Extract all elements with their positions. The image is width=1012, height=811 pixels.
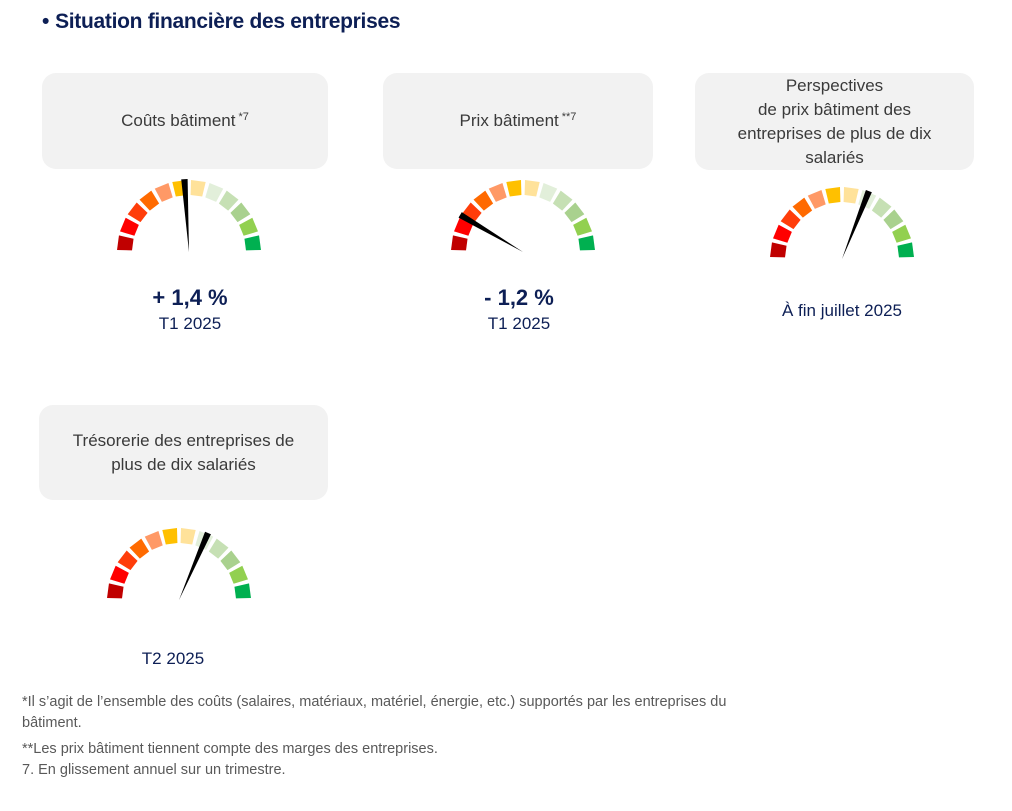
indicator-card-prix: Prix bâtiment **7: [383, 73, 653, 169]
gauge-segment: [792, 197, 813, 218]
gauge-segment: [244, 235, 261, 251]
gauge-needle: [179, 531, 211, 600]
indicator-value: - 1,2 %: [484, 285, 554, 310]
gauge-segment: [539, 183, 558, 202]
gauge-segment: [154, 183, 173, 202]
gauge-segment: [230, 202, 251, 223]
footnotes: *Il s’agit de l’ensemble des coûts (sala…: [22, 692, 726, 781]
indicator-period: T1 2025: [487, 314, 551, 333]
gauge-segment: [205, 183, 224, 202]
footnote-2: **Les prix bâtiment tiennent compte des …: [22, 741, 438, 757]
gauge-segment: [229, 565, 248, 584]
indicator-label: Coûts bâtiment: [121, 111, 236, 130]
gauge-segment: [218, 190, 239, 211]
gauge-segment: [780, 209, 801, 230]
gauge-segment: [144, 531, 163, 550]
gauge-needle: [842, 189, 872, 259]
gauge-segment: [473, 190, 494, 211]
gauge-segment: [897, 242, 914, 258]
indicator-label-line: Perspectives: [785, 75, 884, 95]
gauge-segment: [107, 583, 124, 599]
gauge-segment: [239, 217, 258, 236]
indicator-card-couts: Coûts bâtiment *7: [42, 73, 328, 169]
gauge-segment: [162, 528, 178, 545]
indicator-label-line: de prix bâtiment des: [757, 99, 912, 119]
section-title-text: Situation financière des entreprises: [55, 10, 401, 33]
indicator-label-line: salariés: [805, 147, 864, 167]
gauge-needle: [181, 178, 189, 252]
indicator-value: + 1,4 %: [152, 285, 228, 310]
gauge-segment: [117, 235, 134, 251]
gauge-segment: [843, 187, 859, 204]
gauge-segment: [770, 242, 787, 258]
indicator-label-line: plus de dix salariés: [111, 454, 256, 474]
gauge-segment: [117, 550, 138, 571]
gauge-couts: [117, 178, 261, 252]
footnote-ref: **7: [561, 111, 577, 123]
gauge-segment: [127, 202, 148, 223]
gauge-prix: [451, 180, 595, 252]
bullet-icon: •: [42, 10, 50, 33]
indicator-label-line: entreprises de plus de dix: [737, 123, 932, 143]
indicator-card-tresorerie: Trésorerie des entreprises de plus de di…: [39, 405, 328, 500]
section-title: • Situation financière des entreprises: [42, 10, 401, 34]
gauge-segment: [564, 202, 585, 223]
gauge-segment: [208, 538, 229, 559]
footnote-3: 7. En glissement annuel sur un trimestre…: [22, 762, 286, 778]
indicator-period: À fin juillet 2025: [781, 301, 903, 320]
gauge-segment: [883, 209, 904, 230]
gauge-segment: [773, 224, 792, 243]
gauge-segment: [129, 538, 150, 559]
footnote-1: *Il s’agit de l’ensemble des coûts (sala…: [22, 694, 727, 710]
gauge-segment: [524, 180, 540, 197]
indicator-card-perspectives: Perspectives de prix bâtiment des entrep…: [695, 73, 974, 170]
gauge-segment: [180, 528, 196, 545]
footnote-1-cont: bâtiment.: [22, 715, 82, 731]
indicator-label: Prix bâtiment: [459, 111, 559, 130]
gauge-segment: [552, 190, 573, 211]
gauge-segment: [454, 217, 473, 236]
gauge-segment: [234, 583, 251, 599]
gauge-needle: [458, 212, 523, 252]
indicator-label-line: Trésorerie des entreprises de: [72, 430, 295, 450]
gauge-segment: [506, 180, 522, 197]
gauge-segment: [578, 235, 595, 251]
gauge-tresorerie: [107, 528, 251, 600]
gauge-segment: [573, 217, 592, 236]
gauge-segment: [892, 224, 911, 243]
gauge-segment: [871, 197, 892, 218]
gauge-segment: [451, 235, 468, 251]
gauge-segment: [488, 183, 507, 202]
gauge-segment: [190, 180, 206, 197]
gauge-perspectives: [770, 187, 914, 259]
footnote-ref: *7: [238, 111, 249, 123]
gauge-segment: [120, 217, 139, 236]
gauge-segment: [825, 187, 841, 204]
indicator-period: T2 2025: [141, 649, 205, 668]
gauge-segment: [220, 550, 241, 571]
indicator-period: T1 2025: [158, 314, 222, 333]
gauge-segment: [807, 190, 826, 209]
gauge-segment: [110, 565, 129, 584]
gauge-segment: [139, 190, 160, 211]
